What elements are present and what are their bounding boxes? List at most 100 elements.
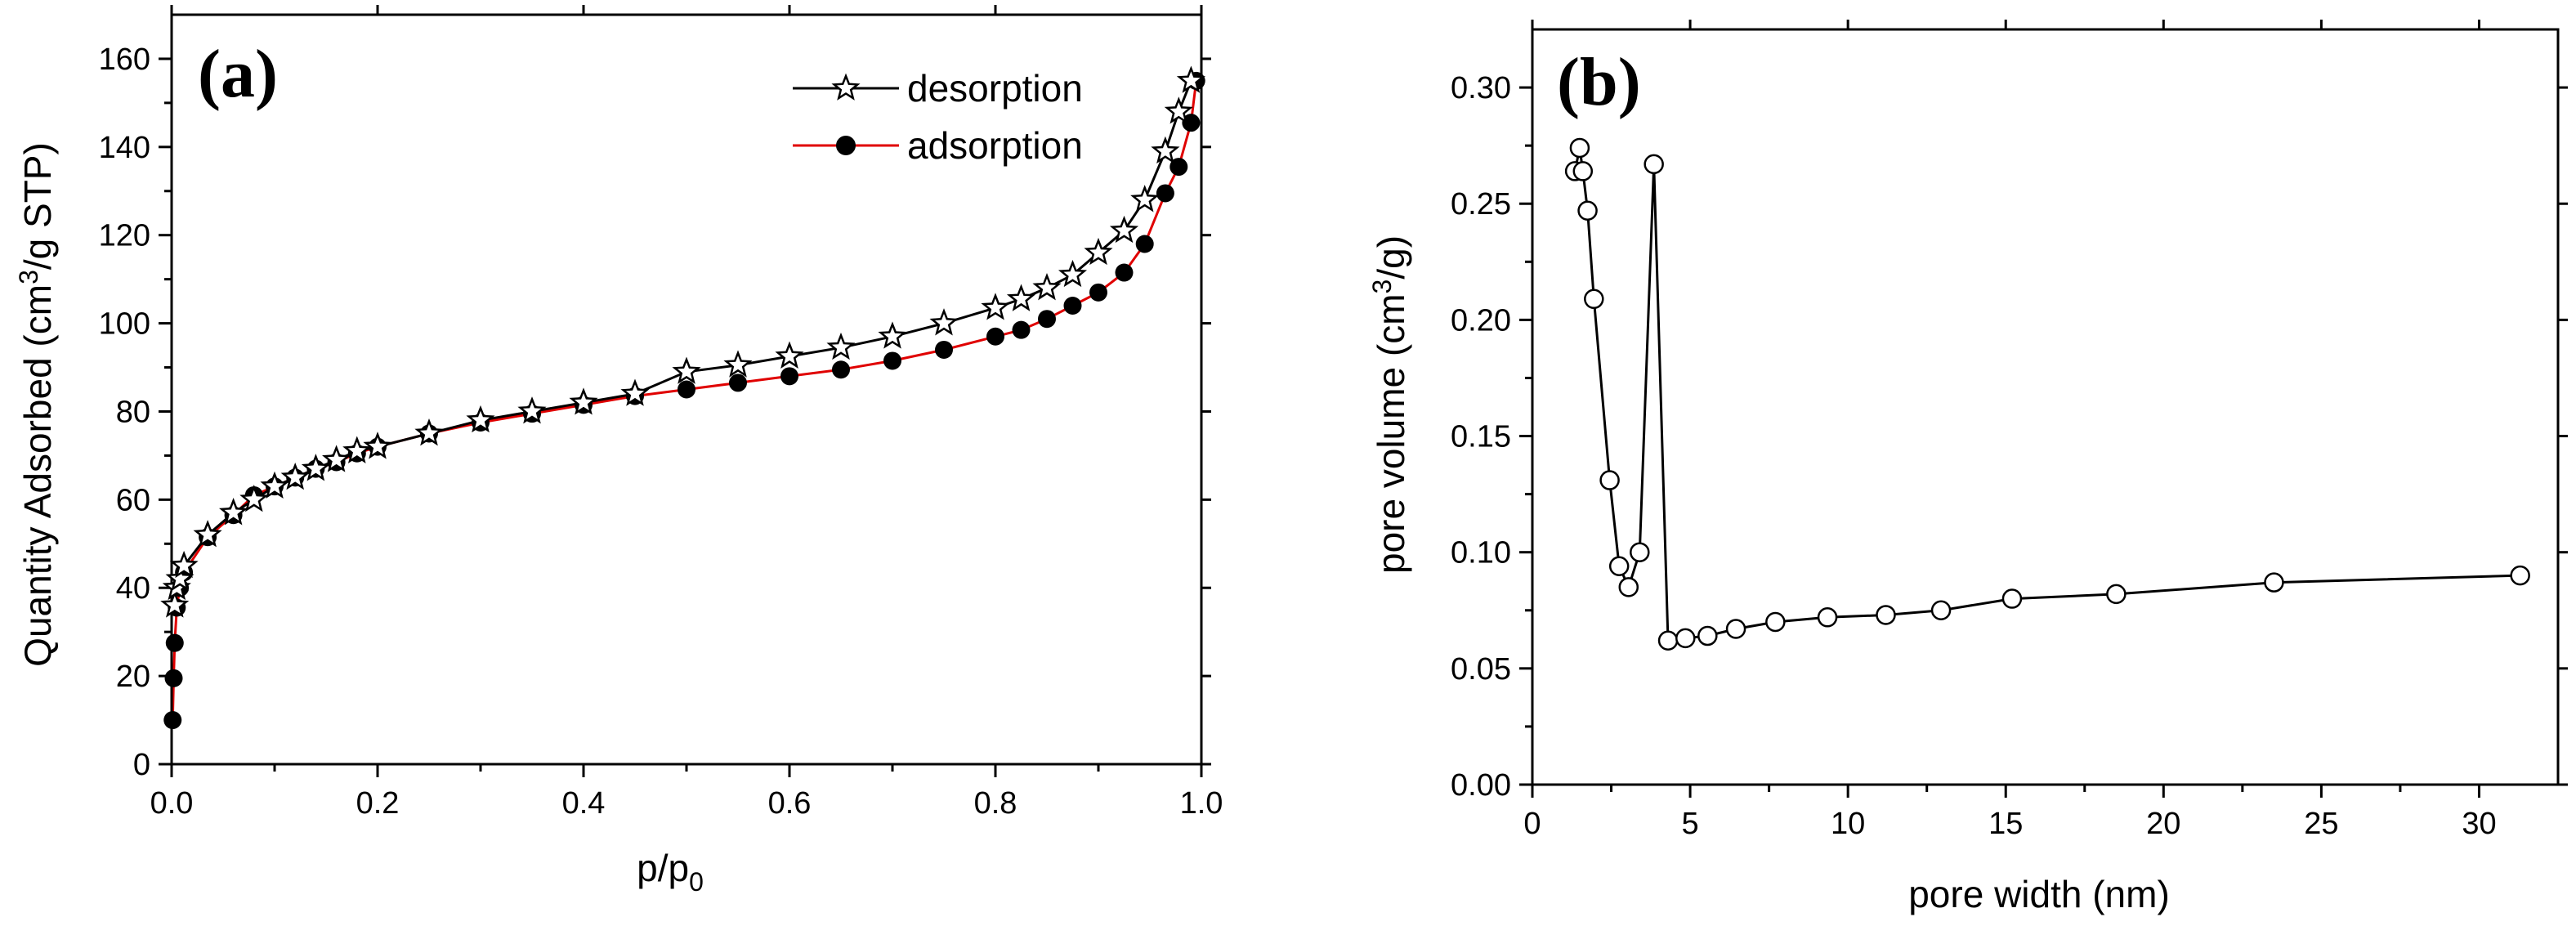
y-tick-label: 0.15 bbox=[1451, 420, 1511, 454]
data-point bbox=[466, 405, 495, 433]
data-point bbox=[2001, 588, 2023, 609]
x-tick-label: 0.2 bbox=[356, 786, 400, 821]
data-point bbox=[832, 360, 850, 379]
x-tick-label: 0.6 bbox=[768, 786, 812, 821]
pore-volume-series bbox=[1564, 137, 2530, 651]
data-point bbox=[2510, 565, 2530, 586]
panel-b-ticks: 0 5 10 15 20 25 30 0.00 0.05 0.10 0.15 0.20 0.25 0.30 bbox=[1451, 20, 2568, 841]
data-point bbox=[1930, 600, 1952, 621]
data-point bbox=[2264, 572, 2284, 593]
data-point bbox=[729, 374, 747, 392]
data-point bbox=[1130, 185, 1160, 212]
data-point bbox=[322, 445, 351, 472]
data-point bbox=[1584, 289, 1604, 310]
x-tick-label: 0 bbox=[1523, 807, 1541, 841]
data-point bbox=[1608, 556, 1630, 577]
data-point bbox=[301, 454, 330, 481]
panel-a-y-axis-title: Quantity Adsorbed (cm3/g STP) bbox=[14, 142, 59, 667]
panel-a-legend: desorption adsorption bbox=[793, 67, 1083, 167]
data-point bbox=[2106, 584, 2127, 605]
data-point bbox=[160, 590, 190, 618]
x-tick-label: 0.4 bbox=[562, 786, 606, 821]
data-point bbox=[342, 436, 372, 463]
legend-circle-icon bbox=[836, 136, 856, 155]
data-point bbox=[1169, 158, 1188, 177]
data-point bbox=[1156, 184, 1174, 203]
data-point bbox=[165, 633, 184, 652]
data-point bbox=[929, 308, 959, 336]
y-tick-label: 80 bbox=[116, 395, 150, 429]
data-point bbox=[1012, 320, 1031, 339]
series-line bbox=[171, 80, 1198, 721]
data-point bbox=[1599, 470, 1620, 490]
x-tick-label: 15 bbox=[1988, 807, 2023, 841]
y-tick-label: 140 bbox=[99, 131, 150, 165]
data-point bbox=[1089, 283, 1107, 302]
y-tick-label: 0.30 bbox=[1451, 71, 1511, 105]
data-point bbox=[1038, 310, 1056, 329]
data-point bbox=[1876, 605, 1896, 625]
y-tick-label: 160 bbox=[99, 42, 150, 77]
y-tick-label: 60 bbox=[116, 483, 150, 517]
data-point bbox=[1063, 297, 1082, 315]
data-point bbox=[164, 669, 183, 687]
x-tick-label: 0.0 bbox=[150, 786, 194, 821]
data-point bbox=[219, 498, 248, 526]
data-point bbox=[280, 462, 310, 490]
x-tick-label: 25 bbox=[2304, 807, 2338, 841]
data-point bbox=[1084, 237, 1113, 266]
data-point bbox=[363, 432, 392, 459]
data-point bbox=[723, 350, 753, 378]
data-point bbox=[1176, 65, 1205, 93]
data-point bbox=[1765, 611, 1786, 633]
data-point bbox=[1675, 628, 1696, 649]
panel-b-x-axis-title: pore width (nm) bbox=[1908, 873, 2170, 915]
data-point bbox=[883, 351, 901, 370]
data-point bbox=[1058, 259, 1088, 288]
data-point bbox=[620, 378, 650, 406]
y-tick-label: 0 bbox=[133, 748, 150, 782]
y-tick-label: 120 bbox=[99, 219, 150, 253]
data-point bbox=[672, 356, 701, 384]
data-point bbox=[1115, 263, 1134, 282]
series-line bbox=[173, 80, 1192, 606]
x-tick-label: 30 bbox=[2462, 807, 2496, 841]
data-point bbox=[1697, 625, 1718, 646]
data-point bbox=[1572, 161, 1594, 181]
panel-b-y-axis-title: pore volume (cm3/g) bbox=[1367, 235, 1412, 574]
data-point bbox=[678, 380, 695, 399]
y-tick-label: 100 bbox=[99, 307, 150, 342]
data-point bbox=[1135, 235, 1154, 253]
data-point bbox=[169, 550, 199, 579]
y-tick-label: 20 bbox=[116, 660, 150, 694]
y-tick-label: 0.25 bbox=[1451, 187, 1511, 221]
data-point bbox=[1817, 607, 1838, 628]
data-point bbox=[1109, 215, 1139, 244]
data-point bbox=[517, 396, 547, 424]
x-tick-label: 10 bbox=[1831, 807, 1865, 841]
data-point bbox=[1569, 137, 1590, 159]
data-point bbox=[1151, 136, 1180, 164]
data-point bbox=[1006, 284, 1036, 311]
panel-a-isotherm-chart: 0.0 0.2 0.4 0.6 0.8 1.0020406080100120140160 … bbox=[14, 5, 1223, 897]
data-point bbox=[986, 327, 1004, 346]
data-point bbox=[1644, 154, 1664, 175]
panel-b-label: (b) bbox=[1557, 44, 1641, 120]
panel-b-pore-distribution-chart: 0 5 10 15 20 25 30 0.00 0.05 0.10 0.15 0.20 0.25 0.30… bbox=[1367, 20, 2568, 915]
data-point bbox=[981, 293, 1010, 320]
data-point bbox=[260, 471, 289, 499]
desorption-series bbox=[160, 65, 1205, 618]
legend-label-adsorption: adsorption bbox=[907, 124, 1083, 167]
data-point bbox=[1032, 272, 1062, 301]
data-point bbox=[1657, 630, 1679, 651]
x-tick-label: 20 bbox=[2146, 807, 2180, 841]
data-point bbox=[1618, 577, 1639, 597]
data-point bbox=[1725, 619, 1746, 639]
data-point bbox=[775, 341, 804, 369]
data-point bbox=[193, 520, 222, 548]
data-point bbox=[878, 321, 907, 349]
data-point bbox=[239, 484, 269, 512]
y-tick-label: 0.05 bbox=[1451, 652, 1511, 687]
panel-a-ticks: 0.0 0.2 0.4 0.6 0.8 1.0 0 20 40 60 80 100 120 140 160 bbox=[99, 5, 1223, 821]
